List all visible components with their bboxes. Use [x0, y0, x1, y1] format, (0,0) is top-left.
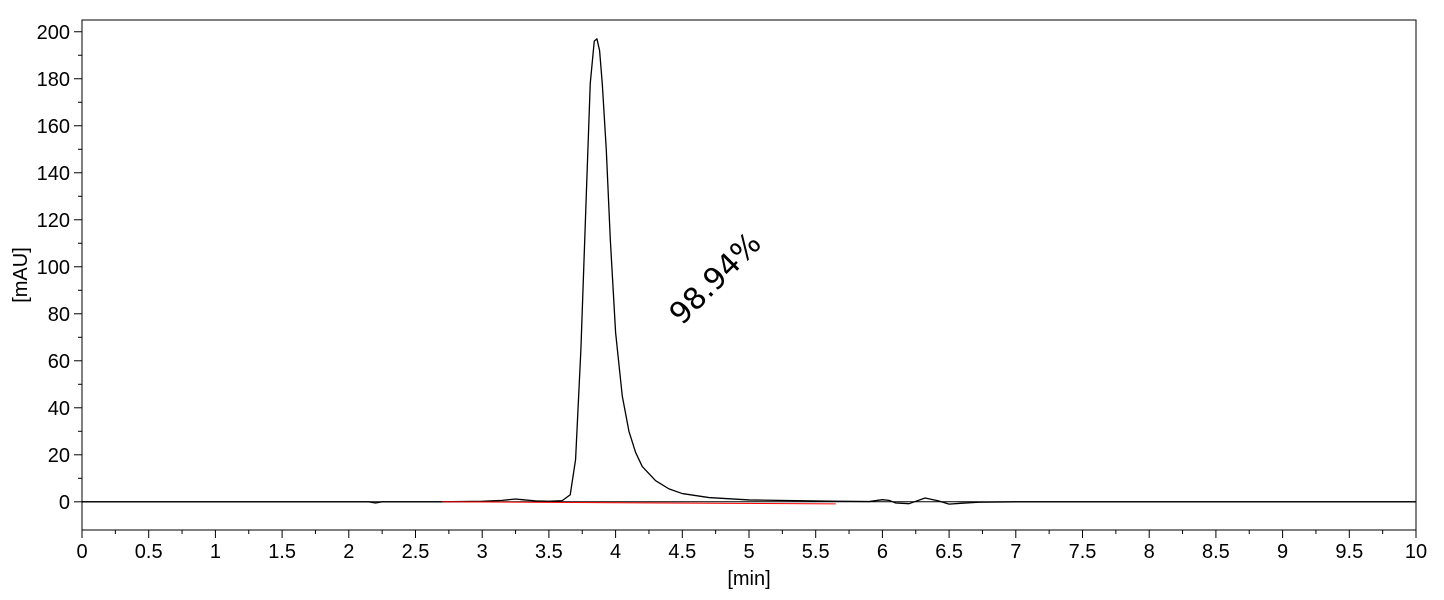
x-tick-label: 4.5 [668, 541, 696, 563]
x-tick-label: 10 [1405, 541, 1427, 563]
x-tick-label: 3.5 [535, 541, 563, 563]
x-tick-label: 7.5 [1069, 541, 1097, 563]
x-tick-label: 1.5 [268, 541, 296, 563]
x-tick-label: 0 [76, 541, 87, 563]
y-tick-label: 140 [37, 163, 70, 185]
y-tick-label: 160 [37, 116, 70, 138]
y-tick-label: 80 [48, 304, 70, 326]
x-tick-label: 6.5 [935, 541, 963, 563]
x-tick-label: 2.5 [402, 541, 430, 563]
x-tick-label: 9 [1277, 541, 1288, 563]
plot-frame [81, 19, 1417, 531]
x-axis-title: [min] [727, 568, 770, 590]
x-tick-label: 8 [1144, 541, 1155, 563]
y-axis-title: [mAU] [10, 247, 32, 303]
y-tick-label: 0 [59, 492, 70, 514]
x-tick-label: 1 [210, 541, 221, 563]
y-tick-label: 40 [48, 398, 70, 420]
annotation-layer: 98.94% [663, 226, 769, 332]
y-axis-ticks: 0 20 40 60 80 100 120 140 160 180 200 [37, 22, 82, 514]
x-tick-label: 5 [743, 541, 754, 563]
x-tick-label: 3 [477, 541, 488, 563]
y-tick-label: 60 [48, 351, 70, 373]
integration-baseline [442, 501, 836, 505]
y-tick-label: 120 [37, 210, 70, 232]
chromatogram-trace [82, 38, 1416, 505]
x-tick-label: 6 [877, 541, 888, 563]
x-tick-label: 8.5 [1202, 541, 1230, 563]
y-tick-label: 20 [48, 445, 70, 467]
y-tick-label: 100 [37, 257, 70, 279]
x-axis-ticks: 0 0.5 1 1.5 2 2.5 3 3.5 4 4.5 5 5.5 6 6.5 7 7.5 8 8.5 9 9.5… [76, 530, 1427, 563]
x-tick-label: 0.5 [135, 541, 163, 563]
x-tick-label: 9.5 [1335, 541, 1363, 563]
x-tick-label: 7 [1010, 541, 1021, 563]
x-tick-label: 2 [343, 541, 354, 563]
x-tick-label: 5.5 [802, 541, 830, 563]
series-layer [82, 38, 1416, 505]
peak-percent-label: 98.94% [663, 226, 769, 332]
x-tick-label: 4 [610, 541, 621, 563]
y-tick-label: 200 [37, 22, 70, 44]
y-tick-label: 180 [37, 69, 70, 91]
